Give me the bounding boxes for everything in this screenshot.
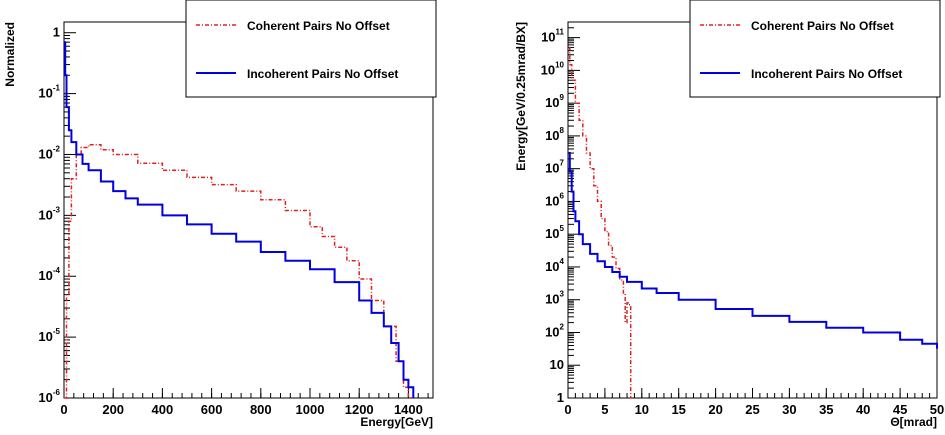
x-tick-label: 50 xyxy=(930,402,944,417)
right-series xyxy=(568,46,938,399)
y-tick-label: 1011 xyxy=(541,28,564,45)
right-legend: Coherent Pairs No Offset Incoherent Pair… xyxy=(689,0,941,98)
right-legend-box xyxy=(689,0,941,98)
right-legend-incoherent-label: Incoherent Pairs No Offset xyxy=(751,67,902,81)
x-tick-label: 40 xyxy=(856,402,870,417)
y-tick-label: 105 xyxy=(545,224,564,241)
left-legend: Coherent Pairs No Offset Incoherent Pair… xyxy=(185,0,437,98)
y-tick-label: 1010 xyxy=(541,60,565,77)
left-series xyxy=(64,41,415,399)
right-chart: 0 5 10 15 20 25 30 35 40 45 50 1 10 102 103 104 105 106 10… xyxy=(514,0,944,429)
x-tick-label: 0 xyxy=(60,402,67,417)
x-tick-label: 25 xyxy=(745,402,759,417)
y-tick-label: 10 xyxy=(550,357,564,372)
y-tick-label: 107 xyxy=(545,159,564,176)
right-legend-coherent-label: Coherent Pairs No Offset xyxy=(751,19,894,33)
x-tick-label: 0 xyxy=(564,402,571,417)
y-tick-label: 10-1 xyxy=(38,84,60,101)
left-chart: 0 200 400 600 800 1000 1200 1400 10-6 10-5 10-4 10-… xyxy=(3,0,437,429)
x-tick-label: 800 xyxy=(250,402,272,417)
x-tick-label: 200 xyxy=(102,402,124,417)
left-legend-coherent-label: Coherent Pairs No Offset xyxy=(247,19,390,33)
y-tick-label: 1 xyxy=(53,25,60,40)
right-ylabel: Energy[GeV/0.25mrad/BX] xyxy=(514,22,528,171)
x-tick-label: 1200 xyxy=(345,402,374,417)
x-tick-label: 1400 xyxy=(394,402,423,417)
y-tick-label: 10-6 xyxy=(38,388,60,405)
x-tick-label: 15 xyxy=(671,402,685,417)
y-tick-label: 103 xyxy=(545,290,564,307)
x-tick-label: 600 xyxy=(201,402,223,417)
x-tick-label: 30 xyxy=(782,402,796,417)
left-legend-incoherent-label: Incoherent Pairs No Offset xyxy=(247,67,398,81)
y-tick-label: 10-5 xyxy=(38,327,60,344)
y-tick-label: 108 xyxy=(545,126,564,143)
y-tick-label: 106 xyxy=(545,191,564,208)
x-tick-label: 45 xyxy=(893,402,907,417)
right-xlabel: Θ[mrad] xyxy=(890,415,937,429)
y-tick-label: 109 xyxy=(545,93,564,110)
x-tick-label: 5 xyxy=(601,402,608,417)
left-legend-box xyxy=(185,0,437,98)
series-line-1 xyxy=(568,152,938,349)
y-tick-label: 104 xyxy=(545,257,564,274)
left-xlabel: Energy[GeV] xyxy=(360,415,433,429)
left-ylabel: Normalized xyxy=(3,22,17,87)
series-line-1 xyxy=(64,41,415,398)
x-tick-label: 35 xyxy=(819,402,833,417)
y-tick-label: 10-2 xyxy=(38,144,60,161)
x-tick-label: 20 xyxy=(708,402,722,417)
right-ticks: 0 5 10 15 20 25 30 35 40 45 50 1 10 102 103 104 105 106 10… xyxy=(541,21,944,417)
left-ticks: 0 200 400 600 800 1000 1200 1400 10-6 10-5 10-4 10-… xyxy=(38,25,429,417)
y-tick-label: 10-3 xyxy=(38,205,60,222)
x-tick-label: 400 xyxy=(152,402,174,417)
series-line-0 xyxy=(568,46,633,399)
x-tick-label: 10 xyxy=(635,402,649,417)
y-tick-label: 1 xyxy=(557,390,564,405)
y-tick-label: 102 xyxy=(545,322,564,339)
x-tick-label: 1000 xyxy=(296,402,325,417)
series-line-0 xyxy=(64,143,410,399)
y-tick-label: 10-4 xyxy=(38,266,60,283)
